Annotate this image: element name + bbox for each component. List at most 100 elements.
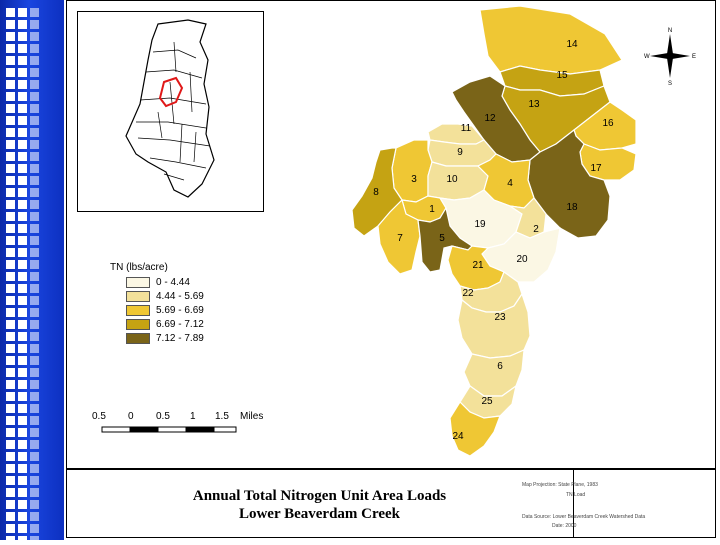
sidebar-decoration-square <box>6 524 15 533</box>
subbasin-label-17: 17 <box>590 163 602 174</box>
sidebar-decoration-square <box>18 44 27 53</box>
sidebar-decoration-square <box>30 452 39 461</box>
inset-study-area-highlight <box>158 76 184 108</box>
scalebar-label: 0.5 <box>156 411 170 422</box>
sidebar-decoration-square <box>6 428 15 437</box>
subbasin-label-6: 6 <box>497 361 503 372</box>
sidebar-decoration-square <box>30 404 39 413</box>
sidebar-decoration-square <box>18 140 27 149</box>
subbasin-label-14: 14 <box>566 39 578 50</box>
sidebar-decoration-square <box>6 356 15 365</box>
sidebar-decoration-square <box>6 476 15 485</box>
legend-label: 7.12 - 7.89 <box>156 332 204 344</box>
subbasin-label-24: 24 <box>452 431 464 442</box>
sidebar-decoration-square <box>18 500 27 509</box>
subbasin-label-3: 3 <box>411 174 417 185</box>
sidebar-decoration-square <box>30 260 39 269</box>
subbasin-7 <box>377 198 421 275</box>
sidebar-decoration-square <box>18 380 27 389</box>
sidebar-decoration-square <box>30 116 39 125</box>
sidebar-decoration-square <box>18 248 27 257</box>
sidebar-decoration-square <box>18 224 27 233</box>
sidebar-decoration-square <box>30 500 39 509</box>
sidebar-decoration-square <box>6 236 15 245</box>
subbasin-label-1: 1 <box>429 204 435 215</box>
sidebar-decoration-square <box>6 284 15 293</box>
sidebar-decoration-square <box>6 92 15 101</box>
sidebar-decoration-square <box>6 188 15 197</box>
subbasin-label-5: 5 <box>439 233 445 244</box>
sidebar-decoration-square <box>18 476 27 485</box>
sidebar-decoration-square <box>30 356 39 365</box>
legend-swatch-3 <box>126 318 150 330</box>
sidebar-decoration-square <box>18 284 27 293</box>
sidebar-decoration-square <box>18 80 27 89</box>
subbasin-24 <box>449 401 501 457</box>
sidebar-decoration-square <box>6 404 15 413</box>
compass-e-label: E <box>692 54 696 60</box>
sidebar-decoration-square <box>30 296 39 305</box>
subbasin-label-19: 19 <box>474 219 486 230</box>
sidebar-decoration-square <box>18 164 27 173</box>
subbasin-23 <box>457 292 531 359</box>
sidebar-decoration-square <box>6 248 15 257</box>
sidebar-decoration-square <box>30 20 39 29</box>
legend-label: 5.69 - 6.69 <box>156 304 204 316</box>
sidebar-decoration-square <box>18 188 27 197</box>
sidebar-decoration-square <box>6 128 15 137</box>
subbasin-label-10: 10 <box>446 174 458 185</box>
sidebar-decoration-square <box>30 212 39 221</box>
sidebar-decoration-square <box>18 308 27 317</box>
scalebar-label: 1 <box>190 411 196 422</box>
sidebar-decoration-square <box>30 536 39 545</box>
sidebar-decoration-square <box>30 92 39 101</box>
sidebar-decoration-square <box>30 32 39 41</box>
subbasin-label-25: 25 <box>481 396 493 407</box>
scalebar-units: Miles <box>240 411 264 422</box>
sidebar-decoration-square <box>6 296 15 305</box>
sidebar-decoration-square <box>30 476 39 485</box>
scalebar-label: 0 <box>128 411 134 422</box>
sidebar-decoration-square <box>18 536 27 545</box>
sidebar-decoration-square <box>6 116 15 125</box>
sidebar-decoration-square <box>18 236 27 245</box>
compass-w-label: W <box>644 54 650 60</box>
sidebar-decoration-square <box>30 152 39 161</box>
locator-inset-map <box>77 11 264 212</box>
sidebar-decoration-square <box>18 416 27 425</box>
sidebar-decoration-square <box>30 320 39 329</box>
sidebar-decoration-square <box>30 224 39 233</box>
sidebar-decoration-square <box>18 152 27 161</box>
subbasin-label-21: 21 <box>472 260 484 271</box>
sidebar-decoration-square <box>6 80 15 89</box>
sidebar-decoration-square <box>18 296 27 305</box>
sidebar-decoration-square <box>6 368 15 377</box>
sidebar-decoration-square <box>18 392 27 401</box>
sidebar-decoration-square <box>18 428 27 437</box>
sidebar-decoration-square <box>18 32 27 41</box>
sidebar-decoration-square <box>6 212 15 221</box>
sidebar-decoration-square <box>30 80 39 89</box>
map-legend: TN (lbs/acre) 0 - 4.44 4.44 - 5.69 5.69 … <box>110 262 204 345</box>
sidebar-decoration-square <box>6 512 15 521</box>
compass-n-label: N <box>668 28 672 34</box>
subbasin-3 <box>391 139 433 203</box>
sidebar-decoration-square <box>30 284 39 293</box>
scale-bar <box>101 426 237 433</box>
sidebar-decoration-square <box>30 488 39 497</box>
sidebar-decoration-square <box>6 320 15 329</box>
north-arrow-compass: N S W E <box>644 28 696 86</box>
sidebar-decoration-square <box>18 92 27 101</box>
sidebar-decoration-square <box>6 464 15 473</box>
sidebar-decoration-square <box>6 440 15 449</box>
map-title: Annual Total Nitrogen Unit Area Loads <box>192 488 447 504</box>
sidebar-decoration-square <box>30 428 39 437</box>
sidebar-decoration-square <box>18 404 27 413</box>
legend-item: 6.69 - 7.12 <box>110 317 204 331</box>
slide-side-bar <box>0 0 64 545</box>
sidebar-decoration-square <box>6 8 15 17</box>
legend-item: 7.12 - 7.89 <box>110 331 204 345</box>
sidebar-decoration-square <box>6 152 15 161</box>
sidebar-decoration-square <box>30 464 39 473</box>
sidebar-decoration-square <box>18 56 27 65</box>
